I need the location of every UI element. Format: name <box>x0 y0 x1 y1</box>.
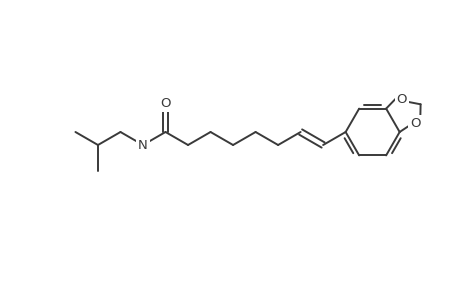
Text: O: O <box>409 116 420 130</box>
Text: O: O <box>396 93 406 106</box>
Text: N: N <box>138 139 147 152</box>
Text: O: O <box>160 97 170 110</box>
